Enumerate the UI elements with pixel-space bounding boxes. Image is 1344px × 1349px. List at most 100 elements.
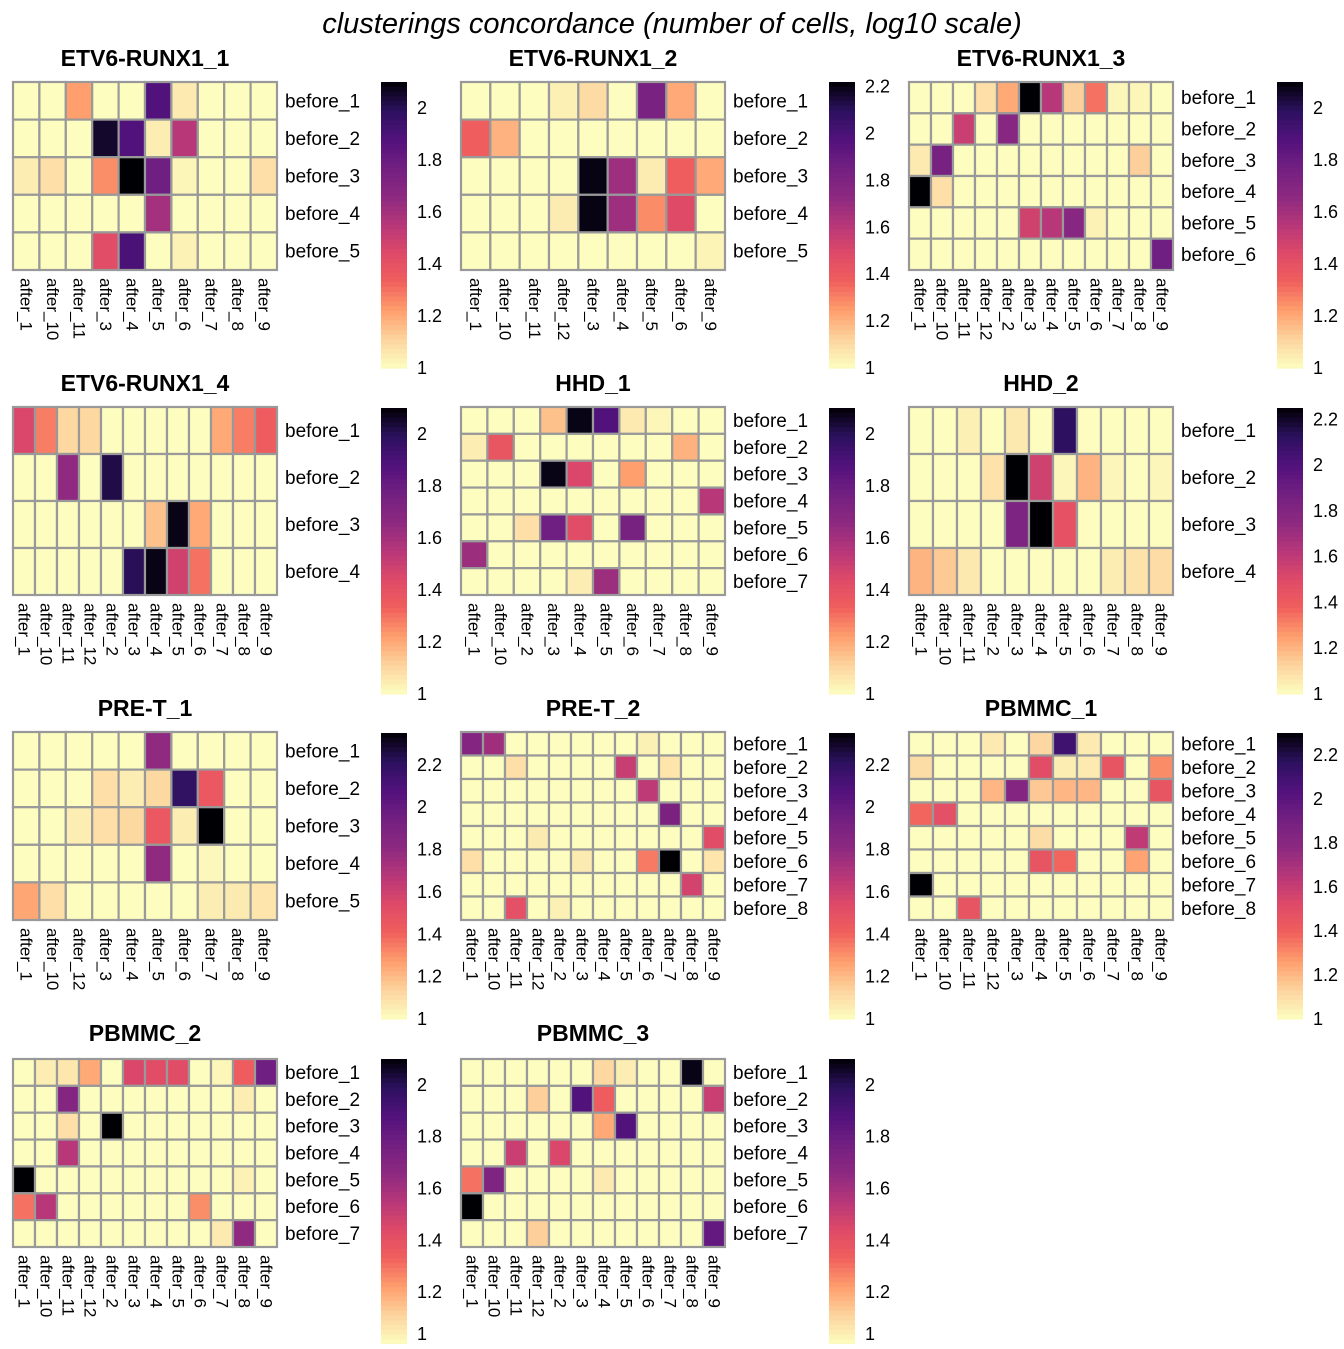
heatmap-cell [512,486,542,516]
heatmap-cell [671,540,700,570]
colorbar-tick-label: 2.2 [417,755,442,775]
column-label: after_4 [595,1255,614,1308]
colorbar-segment [1277,999,1303,1006]
colorbar-segment [829,148,855,155]
colorbar-segment [381,589,407,595]
colorbar-segment [381,560,407,566]
colorbar-segment [829,1097,855,1103]
colorbar-segment [381,105,407,112]
colorbar-segment [1277,358,1303,364]
heatmap-cell [525,824,551,851]
heatmap-cell [249,193,279,234]
colorbar-segment [829,957,855,963]
heatmap-cell [1147,895,1175,922]
row-label: before_1 [733,1063,808,1084]
column-label: after_5 [617,1255,636,1308]
heatmap-cell [979,452,1007,503]
heatmap-cell [613,777,639,804]
colorbar-segment [381,980,407,987]
heatmap-cell [613,1138,639,1168]
colorbar-segment [381,167,407,174]
colorbar-segment [381,210,407,217]
column-label: after_6 [1080,928,1099,981]
panel-title: PBMMC_3 [537,1020,649,1046]
heatmap-cell [1147,848,1175,875]
colorbar-segment [1277,196,1303,202]
colorbar-segment [381,1334,407,1340]
colorbar-segment [1277,593,1303,600]
row-label: before_7 [733,1224,808,1245]
heatmap-cell [569,1138,595,1168]
heatmap-cell [99,1192,125,1222]
colorbar-segment [829,574,855,581]
heatmap-cell [525,754,551,781]
colorbar-segment [381,885,407,891]
colorbar-segment [381,1196,407,1203]
colorbar-segment [829,1282,855,1288]
heatmap-cell [165,1111,191,1141]
column-label: after_7 [650,603,669,656]
colorbar-segment [829,460,855,466]
colorbar-segment [1277,689,1303,695]
heatmap-cell [11,80,41,121]
heatmap-cell [907,237,933,272]
heatmap-cell [143,730,173,771]
heatmap-cell [64,118,94,159]
colorbar-segment [381,1177,407,1184]
row-label: before_5 [733,242,808,263]
row-label: before_2 [285,1090,360,1111]
colorbar-segment [1277,880,1303,887]
heatmap-cell [644,513,674,543]
colorbar-segment [381,995,407,1001]
column-label: after_12 [529,928,548,990]
heatmap-cell [613,1219,639,1249]
column-label: after_5 [149,928,168,981]
heatmap-cell [1147,871,1175,898]
heatmap-cell [117,156,147,196]
heatmap-cell [1027,871,1055,898]
heatmap-cell [907,730,935,757]
colorbar-tick-label: 1.8 [1313,833,1338,853]
heatmap-cell [547,193,580,234]
colorbar-segment [381,484,407,490]
colorbar-segment [829,167,855,174]
heatmap-cell [547,1192,573,1222]
colorbar-segment [381,191,407,197]
colorbar-segment [381,1111,407,1117]
colorbar-segment [829,551,855,557]
heatmap-cell [907,452,935,503]
colorbar-segment [1277,469,1303,476]
heatmap-cell [694,156,727,196]
colorbar-segment [1277,598,1303,605]
colorbar-segment [829,733,855,739]
heatmap-cell [525,801,551,828]
heatmap-cell [38,881,67,922]
colorbar-segment [381,837,407,844]
heatmap-cell [591,486,621,516]
colorbar-segment [829,353,855,360]
heatmap-cell [973,112,999,146]
colorbar-segment [1277,455,1303,462]
heatmap-cell [518,80,551,121]
heatmap-cell [657,1138,683,1168]
colorbar-tick-label: 1 [865,684,875,704]
colorbar-segment [381,163,407,169]
heatmap-cell [665,118,697,159]
colorbar-segment [1277,177,1303,183]
colorbar-segment [1277,828,1303,834]
heatmap-cell [1127,206,1153,240]
heatmap-cell [1003,777,1031,804]
colorbar-segment [381,96,407,102]
heatmap-cell [591,895,617,922]
colorbar-segment [381,565,407,571]
colorbar-segment [829,1187,855,1193]
heatmap-cell [187,1219,213,1249]
colorbar-tick-label: 1.4 [1313,921,1338,941]
colorbar-segment [381,598,407,605]
row-label: before_2 [285,129,360,150]
heatmap-cell [253,499,279,550]
heatmap-cell [931,405,959,456]
colorbar-segment [1277,1004,1303,1011]
colorbar-segment [829,828,855,834]
